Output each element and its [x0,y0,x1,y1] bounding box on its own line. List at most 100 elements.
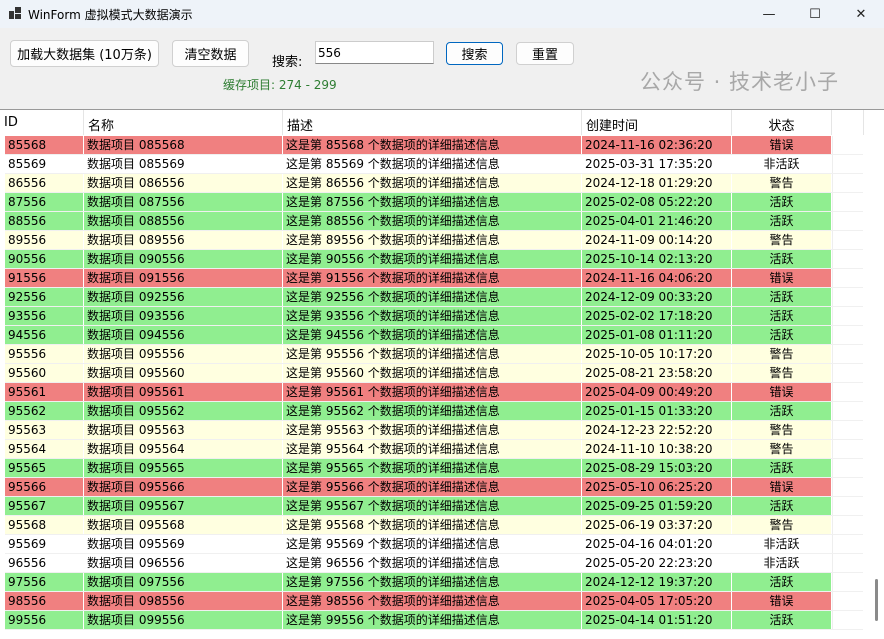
clear-data-button[interactable]: 清空数据 [172,40,249,67]
table-row[interactable]: 95568 数据项目 095568 这是第 95568 个数据项的详细描述信息 202… [5,516,863,535]
cell-description[interactable]: 这是第 95561 个数据项的详细描述信息 [283,383,582,401]
cell-name[interactable]: 数据项目 097556 [84,573,283,591]
cell-name[interactable]: 数据项目 095564 [84,440,283,458]
cell-status[interactable]: 错误 [732,269,832,287]
cell-description[interactable]: 这是第 85569 个数据项的详细描述信息 [283,155,582,173]
cell-name[interactable]: 数据项目 095561 [84,383,283,401]
cell-name[interactable]: 数据项目 095556 [84,345,283,363]
cell-status[interactable]: 警告 [732,174,832,192]
table-row[interactable]: 85568 数据项目 085568 这是第 85568 个数据项的详细描述信息 202… [5,136,863,155]
cell-id[interactable]: 92556 [5,288,84,306]
cell-created[interactable]: 2025-04-16 04:01:20 [582,535,732,553]
cell-description[interactable]: 这是第 95566 个数据项的详细描述信息 [283,478,582,496]
cell-status[interactable]: 活跃 [732,212,832,230]
cell-created[interactable]: 2025-04-14 01:51:20 [582,611,732,629]
cell-name[interactable]: 数据项目 095566 [84,478,283,496]
maximize-button[interactable]: ☐ [809,6,821,22]
cell-created[interactable]: 2024-12-18 01:29:20 [582,174,732,192]
table-row[interactable]: 86556 数据项目 086556 这是第 86556 个数据项的详细描述信息 202… [5,174,863,193]
cell-description[interactable]: 这是第 98556 个数据项的详细描述信息 [283,592,582,610]
cell-description[interactable]: 这是第 99556 个数据项的详细描述信息 [283,611,582,629]
cell-id[interactable]: 99556 [5,611,84,629]
table-row[interactable]: 91556 数据项目 091556 这是第 91556 个数据项的详细描述信息 202… [5,269,863,288]
cell-created[interactable]: 2025-05-20 22:23:20 [582,554,732,572]
table-row[interactable]: 94556 数据项目 094556 这是第 94556 个数据项的详细描述信息 202… [5,326,863,345]
cell-name[interactable]: 数据项目 099556 [84,611,283,629]
cell-name[interactable]: 数据项目 093556 [84,307,283,325]
cell-created[interactable]: 2025-09-25 01:59:20 [582,497,732,515]
cell-id[interactable]: 95562 [5,402,84,420]
cell-id[interactable]: 94556 [5,326,84,344]
cell-created[interactable]: 2024-12-09 00:33:20 [582,288,732,306]
cell-name[interactable]: 数据项目 088556 [84,212,283,230]
cell-description[interactable]: 这是第 95556 个数据项的详细描述信息 [283,345,582,363]
cell-name[interactable]: 数据项目 095569 [84,535,283,553]
cell-status[interactable]: 错误 [732,136,832,154]
table-row[interactable]: 93556 数据项目 093556 这是第 93556 个数据项的详细描述信息 202… [5,307,863,326]
cell-id[interactable]: 95563 [5,421,84,439]
cell-id[interactable]: 95568 [5,516,84,534]
cell-name[interactable]: 数据项目 096556 [84,554,283,572]
cell-id[interactable]: 85568 [5,136,84,154]
table-row[interactable]: 95566 数据项目 095566 这是第 95566 个数据项的详细描述信息 202… [5,478,863,497]
cell-id[interactable]: 87556 [5,193,84,211]
cell-created[interactable]: 2025-02-08 05:22:20 [582,193,732,211]
cell-id[interactable]: 93556 [5,307,84,325]
cell-id[interactable]: 90556 [5,250,84,268]
cell-status[interactable]: 活跃 [732,250,832,268]
column-header-name[interactable]: 名称 [84,110,283,135]
cell-created[interactable]: 2025-08-21 23:58:20 [582,364,732,382]
cell-status[interactable]: 活跃 [732,402,832,420]
cell-status[interactable]: 活跃 [732,459,832,477]
cell-description[interactable]: 这是第 89556 个数据项的详细描述信息 [283,231,582,249]
search-input[interactable] [315,41,434,64]
column-header-status[interactable]: 状态 [732,110,832,135]
cell-id[interactable]: 95565 [5,459,84,477]
table-row[interactable]: 95565 数据项目 095565 这是第 95565 个数据项的详细描述信息 202… [5,459,863,478]
column-header-description[interactable]: 描述 [283,110,582,135]
table-row[interactable]: 95564 数据项目 095564 这是第 95564 个数据项的详细描述信息 202… [5,440,863,459]
table-row[interactable]: 95560 数据项目 095560 这是第 95560 个数据项的详细描述信息 202… [5,364,863,383]
cell-created[interactable]: 2025-08-29 15:03:20 [582,459,732,477]
table-row[interactable]: 95556 数据项目 095556 这是第 95556 个数据项的详细描述信息 202… [5,345,863,364]
table-row[interactable]: 95567 数据项目 095567 这是第 95567 个数据项的详细描述信息 202… [5,497,863,516]
cell-id[interactable]: 86556 [5,174,84,192]
cell-created[interactable]: 2024-12-23 22:52:20 [582,421,732,439]
cell-name[interactable]: 数据项目 095567 [84,497,283,515]
cell-created[interactable]: 2025-02-02 17:18:20 [582,307,732,325]
cell-status[interactable]: 警告 [732,421,832,439]
cell-id[interactable]: 95567 [5,497,84,515]
column-header-id[interactable]: ID [0,110,84,135]
cell-description[interactable]: 这是第 92556 个数据项的详细描述信息 [283,288,582,306]
cell-created[interactable]: 2024-11-16 04:06:20 [582,269,732,287]
cell-description[interactable]: 这是第 96556 个数据项的详细描述信息 [283,554,582,572]
cell-created[interactable]: 2025-04-05 17:05:20 [582,592,732,610]
cell-name[interactable]: 数据项目 095560 [84,364,283,382]
cell-id[interactable]: 97556 [5,573,84,591]
cell-status[interactable]: 活跃 [732,193,832,211]
cell-status[interactable]: 警告 [732,440,832,458]
cell-name[interactable]: 数据项目 098556 [84,592,283,610]
table-row[interactable]: 96556 数据项目 096556 这是第 96556 个数据项的详细描述信息 202… [5,554,863,573]
cell-name[interactable]: 数据项目 095568 [84,516,283,534]
table-row[interactable]: 90556 数据项目 090556 这是第 90556 个数据项的详细描述信息 202… [5,250,863,269]
cell-description[interactable]: 这是第 85568 个数据项的详细描述信息 [283,136,582,154]
cell-status[interactable]: 活跃 [732,573,832,591]
cell-id[interactable]: 91556 [5,269,84,287]
cell-description[interactable]: 这是第 95565 个数据项的详细描述信息 [283,459,582,477]
table-row[interactable]: 95569 数据项目 095569 这是第 95569 个数据项的详细描述信息 202… [5,535,863,554]
cell-description[interactable]: 这是第 95563 个数据项的详细描述信息 [283,421,582,439]
cell-created[interactable]: 2025-01-15 01:33:20 [582,402,732,420]
cell-id[interactable]: 98556 [5,592,84,610]
reset-button[interactable]: 重置 [516,42,574,65]
cell-name[interactable]: 数据项目 094556 [84,326,283,344]
cell-name[interactable]: 数据项目 089556 [84,231,283,249]
cell-status[interactable]: 警告 [732,364,832,382]
minimize-button[interactable]: — [762,6,776,22]
cell-name[interactable]: 数据项目 085569 [84,155,283,173]
cell-description[interactable]: 这是第 95569 个数据项的详细描述信息 [283,535,582,553]
cell-id[interactable]: 95569 [5,535,84,553]
cell-status[interactable]: 非活跃 [732,155,832,173]
cell-description[interactable]: 这是第 95567 个数据项的详细描述信息 [283,497,582,515]
cell-created[interactable]: 2025-03-31 17:35:20 [582,155,732,173]
